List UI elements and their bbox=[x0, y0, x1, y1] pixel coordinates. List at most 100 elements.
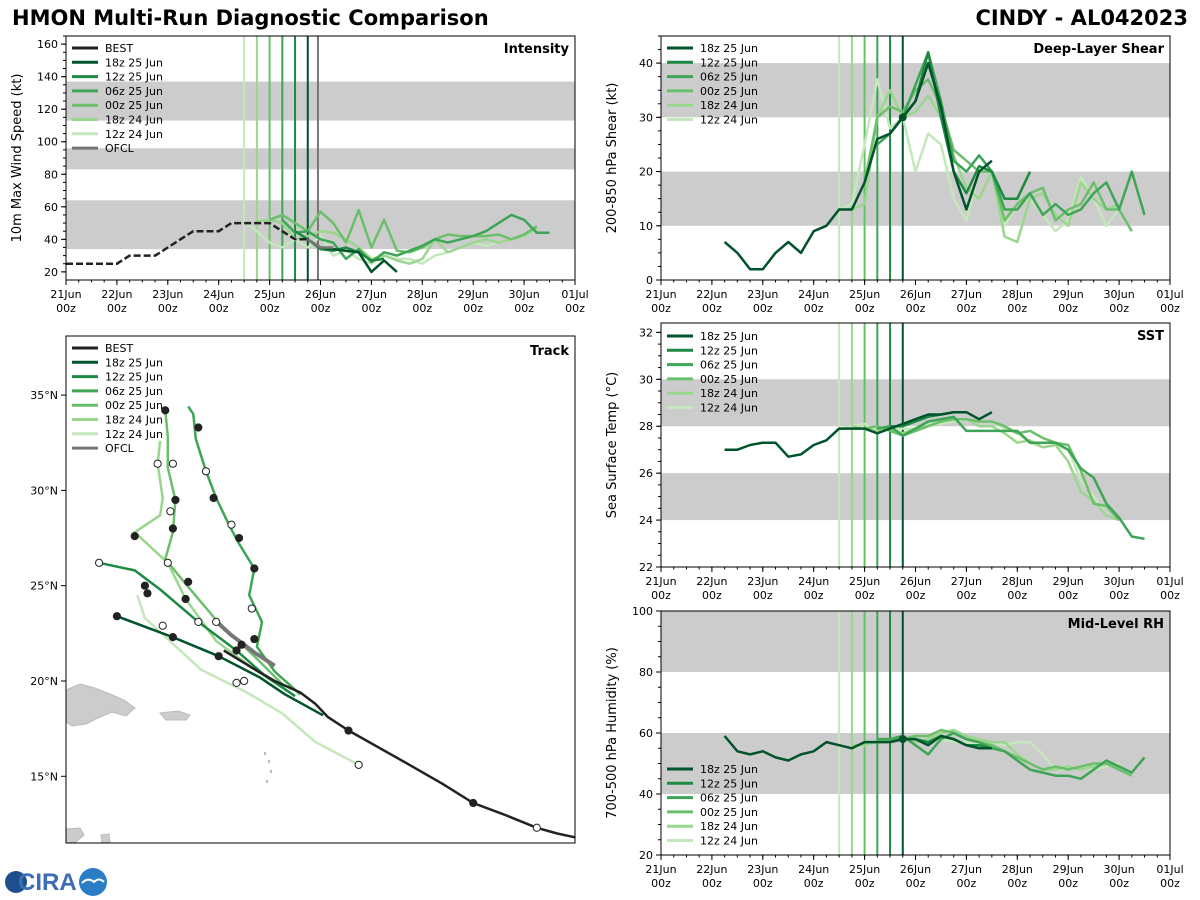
legend-label-track: 00z 25 Jun bbox=[105, 399, 163, 412]
sst-xtick-label: 27Jun bbox=[951, 575, 982, 588]
intensity-xtick-label: 29Jun bbox=[458, 288, 489, 301]
intensity-xtick-sublabel: 00z bbox=[362, 302, 382, 315]
intensity-xtick-sublabel: 00z bbox=[56, 302, 76, 315]
sst-xtick-label: 24Jun bbox=[798, 575, 829, 588]
rh-xtick-sublabel: 00z bbox=[957, 877, 977, 890]
shear-xtick-sublabel: 00z bbox=[1007, 302, 1027, 315]
rh-xtick-label: 27Jun bbox=[951, 863, 982, 876]
rh-xtick-label: 22Jun bbox=[696, 863, 727, 876]
track-panel-title: Track bbox=[530, 344, 569, 359]
shear-ytick-label: 20 bbox=[639, 166, 653, 179]
legend-label-intensity: 00z 25 Jun bbox=[105, 99, 163, 112]
shear-xtick-label: 26Jun bbox=[900, 288, 931, 301]
shear-xtick-label: 21Jun bbox=[645, 288, 676, 301]
shear-xtick-sublabel: 00z bbox=[753, 302, 773, 315]
rh-panel: 2040608010021Jun00z22Jun00z23Jun00z24Jun… bbox=[605, 605, 1184, 890]
rh-init-point bbox=[898, 735, 907, 744]
track-marker bbox=[194, 423, 203, 432]
sst-xtick-sublabel: 00z bbox=[1109, 589, 1129, 602]
rh-xtick-sublabel: 00z bbox=[906, 877, 926, 890]
intensity-xtick-sublabel: 00z bbox=[107, 302, 127, 315]
rh-xtick-label: 21Jun bbox=[645, 863, 676, 876]
shear-xtick-sublabel: 00z bbox=[651, 302, 671, 315]
intensity-panel-title: Intensity bbox=[504, 42, 570, 57]
sst-xtick-sublabel: 00z bbox=[957, 589, 977, 602]
sst-xtick-label: 29Jun bbox=[1053, 575, 1084, 588]
sst-ylabel: Sea Surface Temp (°C) bbox=[605, 372, 620, 519]
intensity-ofcl-line bbox=[307, 238, 334, 249]
sst-xtick-label: 01Jul bbox=[1156, 575, 1183, 588]
rh-series-3 bbox=[864, 728, 1133, 777]
intensity-series-3 bbox=[269, 208, 538, 254]
intensity-ylabel: 10m Max Wind Speed (kt) bbox=[10, 74, 25, 243]
legend-label-track: 12z 25 Jun bbox=[105, 371, 163, 384]
legend-label-track: 18z 24 Jun bbox=[105, 414, 163, 427]
intensity-xtick-label: 01Jul bbox=[561, 288, 588, 301]
rh-xtick-sublabel: 00z bbox=[1007, 877, 1027, 890]
intensity-ytick-label: 60 bbox=[44, 201, 58, 214]
shear-series-0 bbox=[723, 61, 993, 271]
intensity-xtick-sublabel: 00z bbox=[412, 302, 432, 315]
shear-xtick-sublabel: 00z bbox=[906, 302, 926, 315]
sst-xtick-label: 30Jun bbox=[1104, 575, 1135, 588]
intensity-xtick-sublabel: 00z bbox=[311, 302, 331, 315]
intensity-xtick-label: 28Jun bbox=[407, 288, 438, 301]
sst-xtick-sublabel: 00z bbox=[1058, 589, 1078, 602]
sst-ytick-label: 22 bbox=[639, 561, 653, 574]
track-marker bbox=[153, 459, 162, 468]
legend-label-intensity: 12z 24 Jun bbox=[105, 128, 163, 141]
track-marker bbox=[250, 634, 259, 644]
track-marker bbox=[250, 564, 259, 573]
intensity-xtick-label: 30Jun bbox=[509, 288, 540, 301]
island bbox=[270, 770, 272, 773]
sst-xtick-sublabel: 00z bbox=[1007, 589, 1027, 602]
rh-xtick-label: 25Jun bbox=[849, 863, 880, 876]
track-marker bbox=[168, 524, 177, 533]
rh-xtick-label: 29Jun bbox=[1053, 863, 1084, 876]
track-marker bbox=[240, 676, 249, 686]
legend-label-shear: 12z 25 Jun bbox=[700, 56, 758, 69]
shear-series-4 bbox=[851, 88, 1120, 244]
page-title: HMON Multi-Run Diagnostic Comparison bbox=[12, 6, 489, 30]
rh-series-0 bbox=[723, 734, 992, 762]
track-map-background bbox=[66, 336, 575, 843]
intensity-xtick-label: 26Jun bbox=[305, 288, 336, 301]
track-marker bbox=[94, 558, 104, 567]
sst-xtick-sublabel: 00z bbox=[1160, 589, 1180, 602]
sst-xtick-label: 28Jun bbox=[1002, 575, 1033, 588]
shear-ytick-label: 40 bbox=[639, 57, 653, 70]
intensity-xtick-sublabel: 00z bbox=[565, 302, 585, 315]
rh-xtick-sublabel: 00z bbox=[702, 877, 722, 890]
sst-xtick-sublabel: 00z bbox=[702, 589, 722, 602]
sst-xtick-sublabel: 00z bbox=[906, 589, 926, 602]
intensity-ytick-label: 140 bbox=[37, 71, 58, 84]
legend-label-intensity: 18z 25 Jun bbox=[105, 56, 163, 69]
rh-xtick-label: 26Jun bbox=[900, 863, 931, 876]
intensity-xtick-label: 21Jun bbox=[50, 288, 81, 301]
intensity-ytick-label: 80 bbox=[44, 168, 58, 181]
track-marker bbox=[247, 604, 256, 613]
shear-panel-title: Deep-Layer Shear bbox=[1033, 42, 1164, 57]
intensity-xtick-label: 22Jun bbox=[101, 288, 132, 301]
legend-label-intensity: 18z 24 Jun bbox=[105, 114, 163, 127]
track-ytick-label: 15°N bbox=[30, 770, 58, 783]
shear-panel: 01020304021Jun00z22Jun00z23Jun00z24Jun00… bbox=[605, 35, 1184, 315]
intensity-ytick-label: 160 bbox=[37, 38, 58, 51]
rh-xtick-sublabel: 00z bbox=[1160, 877, 1180, 890]
rh-xtick-label: 30Jun bbox=[1104, 863, 1135, 876]
track-marker bbox=[163, 558, 172, 567]
shear-xtick-label: 23Jun bbox=[747, 288, 778, 301]
sst-series-0 bbox=[724, 410, 993, 458]
sst-ytick-label: 28 bbox=[639, 420, 653, 433]
track-marker bbox=[161, 406, 170, 415]
track-panel: 15°N 20°N 25°N 30°N 35°N Track bbox=[30, 335, 576, 844]
shear-ytick-label: 0 bbox=[646, 274, 653, 287]
sst-ytick-label: 26 bbox=[639, 467, 653, 480]
rh-xtick-label: 28Jun bbox=[1002, 863, 1033, 876]
track-series-0 bbox=[116, 615, 324, 717]
island bbox=[266, 780, 268, 783]
globe-icon bbox=[5, 871, 27, 893]
rh-xtick-sublabel: 00z bbox=[651, 877, 671, 890]
shear-xtick-sublabel: 00z bbox=[702, 302, 722, 315]
